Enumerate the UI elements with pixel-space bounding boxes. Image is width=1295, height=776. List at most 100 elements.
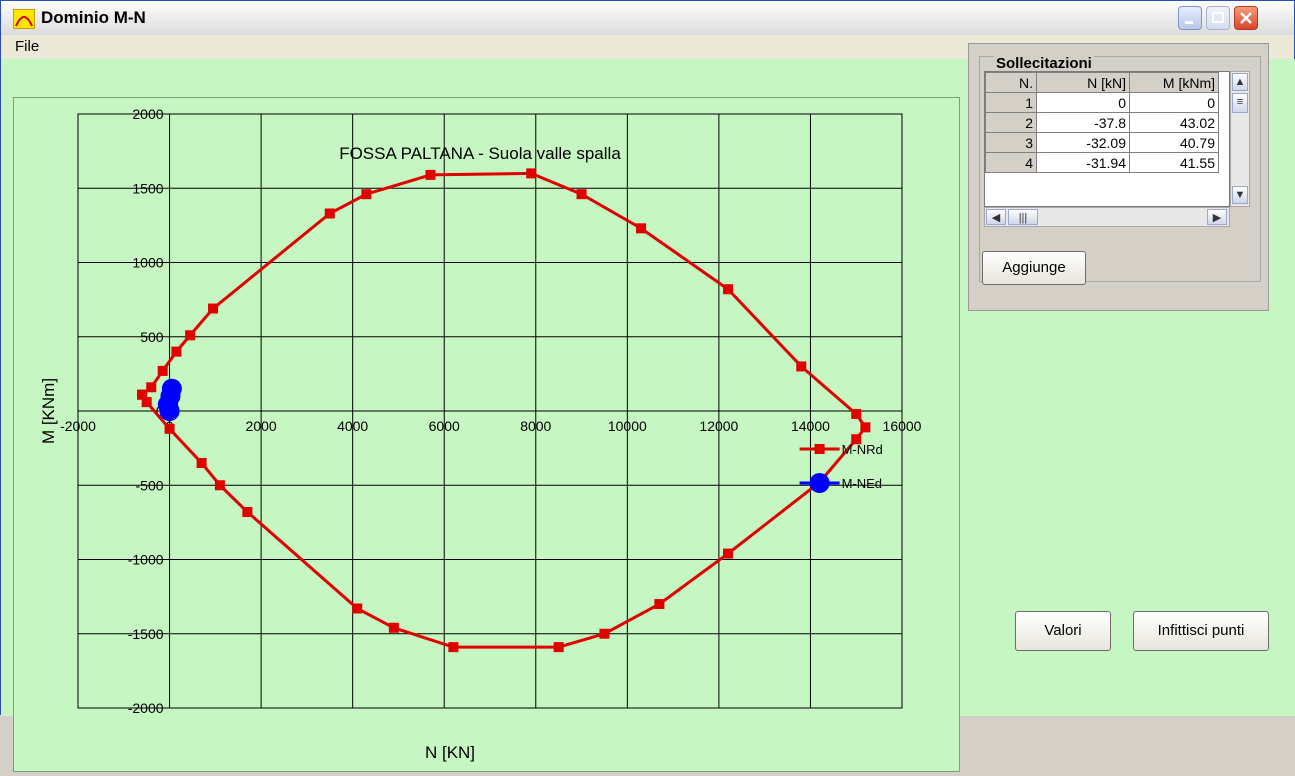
data-point-M-NRd [599, 628, 610, 639]
legend-label-M-NEd: M-NEd [842, 476, 882, 491]
data-point-M-NRd [576, 189, 587, 200]
data-point-M-NRd [208, 303, 219, 314]
data-point-M-NRd [654, 599, 665, 610]
data-point-M-NRd [242, 506, 253, 517]
cell-m[interactable]: 43.02 [1129, 112, 1219, 133]
add-button[interactable]: Aggiunge [982, 251, 1086, 285]
data-point-M-NRd [171, 346, 182, 357]
close-button[interactable] [1234, 6, 1258, 30]
data-point-M-NRd [157, 365, 168, 376]
col-header-m-knm[interactable]: M [kNm] [1129, 72, 1219, 93]
y-tick-label: -1500 [128, 626, 164, 642]
maximize-button[interactable] [1206, 6, 1230, 30]
table-row[interactable]: 3 -32.09 40.79 [985, 132, 1219, 153]
data-point-M-NRd [214, 480, 225, 491]
table-horizontal-scrollbar[interactable]: ◀ ||| ▶ [984, 207, 1230, 227]
legend-marker-M-NEd [809, 473, 830, 493]
scroll-thumb-horizontal[interactable]: ||| [1008, 209, 1038, 225]
chart: -200002000400060008000100001200014000160… [39, 106, 922, 762]
data-point-M-NRd [164, 423, 175, 434]
data-point-M-NRd [723, 548, 734, 559]
data-point-M-NRd [425, 169, 436, 180]
data-point-M-NEd [160, 386, 181, 407]
x-tick-label: 16000 [883, 418, 922, 434]
data-point-M-NRd [860, 422, 871, 433]
table-header-row: N. N [kN] M [kNm] [985, 72, 1219, 93]
client-area: -200002000400060008000100001200014000160… [1, 59, 1295, 772]
data-point-M-NRd [526, 168, 537, 179]
cell-m[interactable]: 41.55 [1129, 152, 1219, 173]
x-tick-label: -2000 [60, 418, 96, 434]
col-header-n-kn[interactable]: N [kN] [1036, 72, 1130, 93]
legend-label-M-NRd: M-NRd [842, 442, 883, 457]
x-tick-label: 2000 [246, 418, 277, 434]
row-index: 3 [985, 132, 1037, 153]
x-tick-label: 14000 [791, 418, 830, 434]
row-index: 4 [985, 152, 1037, 173]
y-tick-label: -500 [136, 477, 164, 493]
cell-n[interactable]: -32.09 [1036, 132, 1130, 153]
scroll-thumb[interactable]: ≡ [1232, 93, 1248, 113]
data-point-M-NRd [796, 361, 807, 372]
y-tick-label: -1000 [128, 552, 164, 568]
table-row[interactable]: 1 0 0 [985, 92, 1219, 113]
y-tick-label: 1500 [132, 180, 163, 196]
cell-m[interactable]: 0 [1129, 92, 1219, 113]
minimize-button[interactable] [1178, 6, 1202, 30]
chart-frame: -200002000400060008000100001200014000160… [13, 97, 960, 772]
cell-n[interactable]: -37.8 [1036, 112, 1130, 133]
data-point-M-NRd [553, 642, 564, 653]
scroll-right-button[interactable]: ▶ [1207, 209, 1227, 225]
x-tick-label: 6000 [429, 418, 460, 434]
x-tick-label: 4000 [337, 418, 368, 434]
data-point-M-NRd [137, 389, 148, 400]
data-point-M-NRd [185, 330, 196, 341]
x-axis-label: N [KN] [425, 743, 475, 762]
table-row[interactable]: 4 -31.94 41.55 [985, 152, 1219, 173]
densify-points-button[interactable]: Infittisci punti [1133, 611, 1269, 651]
row-index: 1 [985, 92, 1037, 113]
data-point-M-NRd [448, 642, 459, 653]
sollecitazioni-table[interactable]: N. N [kN] M [kNm] 1 0 0 2 -37.8 43.02 3 … [984, 71, 1230, 207]
group-title: Sollecitazioni [994, 55, 1094, 72]
x-tick-label: 12000 [699, 418, 738, 434]
data-point-M-NRd [324, 208, 335, 219]
cell-m[interactable]: 40.79 [1129, 132, 1219, 153]
table-row[interactable]: 2 -37.8 43.02 [985, 112, 1219, 133]
title-bar[interactable]: Dominio M-N [1, 1, 1294, 36]
table-vertical-scrollbar[interactable]: ▲ ≡ ▼ [1230, 71, 1250, 207]
y-tick-label: 2000 [132, 106, 163, 122]
chart-title: FOSSA PALTANA - Suola valle spalla [339, 144, 621, 163]
col-header-n[interactable]: N. [985, 72, 1037, 93]
cell-n[interactable]: -31.94 [1036, 152, 1130, 173]
app-icon [13, 9, 35, 29]
y-tick-label: 1000 [132, 255, 163, 271]
menu-file[interactable]: File [15, 38, 40, 55]
data-point-M-NRd [723, 284, 734, 295]
values-button[interactable]: Valori [1015, 611, 1111, 651]
x-tick-label: 8000 [520, 418, 551, 434]
series-line-M-NRd [140, 171, 868, 649]
data-point-M-NRd [146, 382, 157, 393]
data-point-M-NRd [352, 603, 363, 614]
y-axis-label: M [KNm] [39, 378, 58, 444]
x-tick-label: 10000 [608, 418, 647, 434]
scroll-down-button[interactable]: ▼ [1232, 186, 1248, 204]
data-point-M-NRd [851, 434, 862, 445]
data-point-M-NRd [141, 397, 152, 408]
cell-n[interactable]: 0 [1036, 92, 1130, 113]
window-title: Dominio M-N [41, 8, 146, 27]
legend-marker-M-NRd [814, 444, 825, 454]
row-index: 2 [985, 112, 1037, 133]
data-point-M-NRd [388, 622, 399, 633]
y-tick-label: 500 [140, 329, 164, 345]
data-point-M-NRd [636, 223, 647, 234]
y-tick-label: -2000 [128, 700, 164, 716]
data-point-M-NRd [196, 457, 207, 468]
scroll-left-button[interactable]: ◀ [986, 209, 1006, 225]
sollecitazioni-group: Sollecitazioni [979, 55, 1261, 282]
data-point-M-NRd [851, 408, 862, 419]
data-point-M-NRd [361, 189, 372, 200]
scroll-up-button[interactable]: ▲ [1232, 73, 1248, 91]
